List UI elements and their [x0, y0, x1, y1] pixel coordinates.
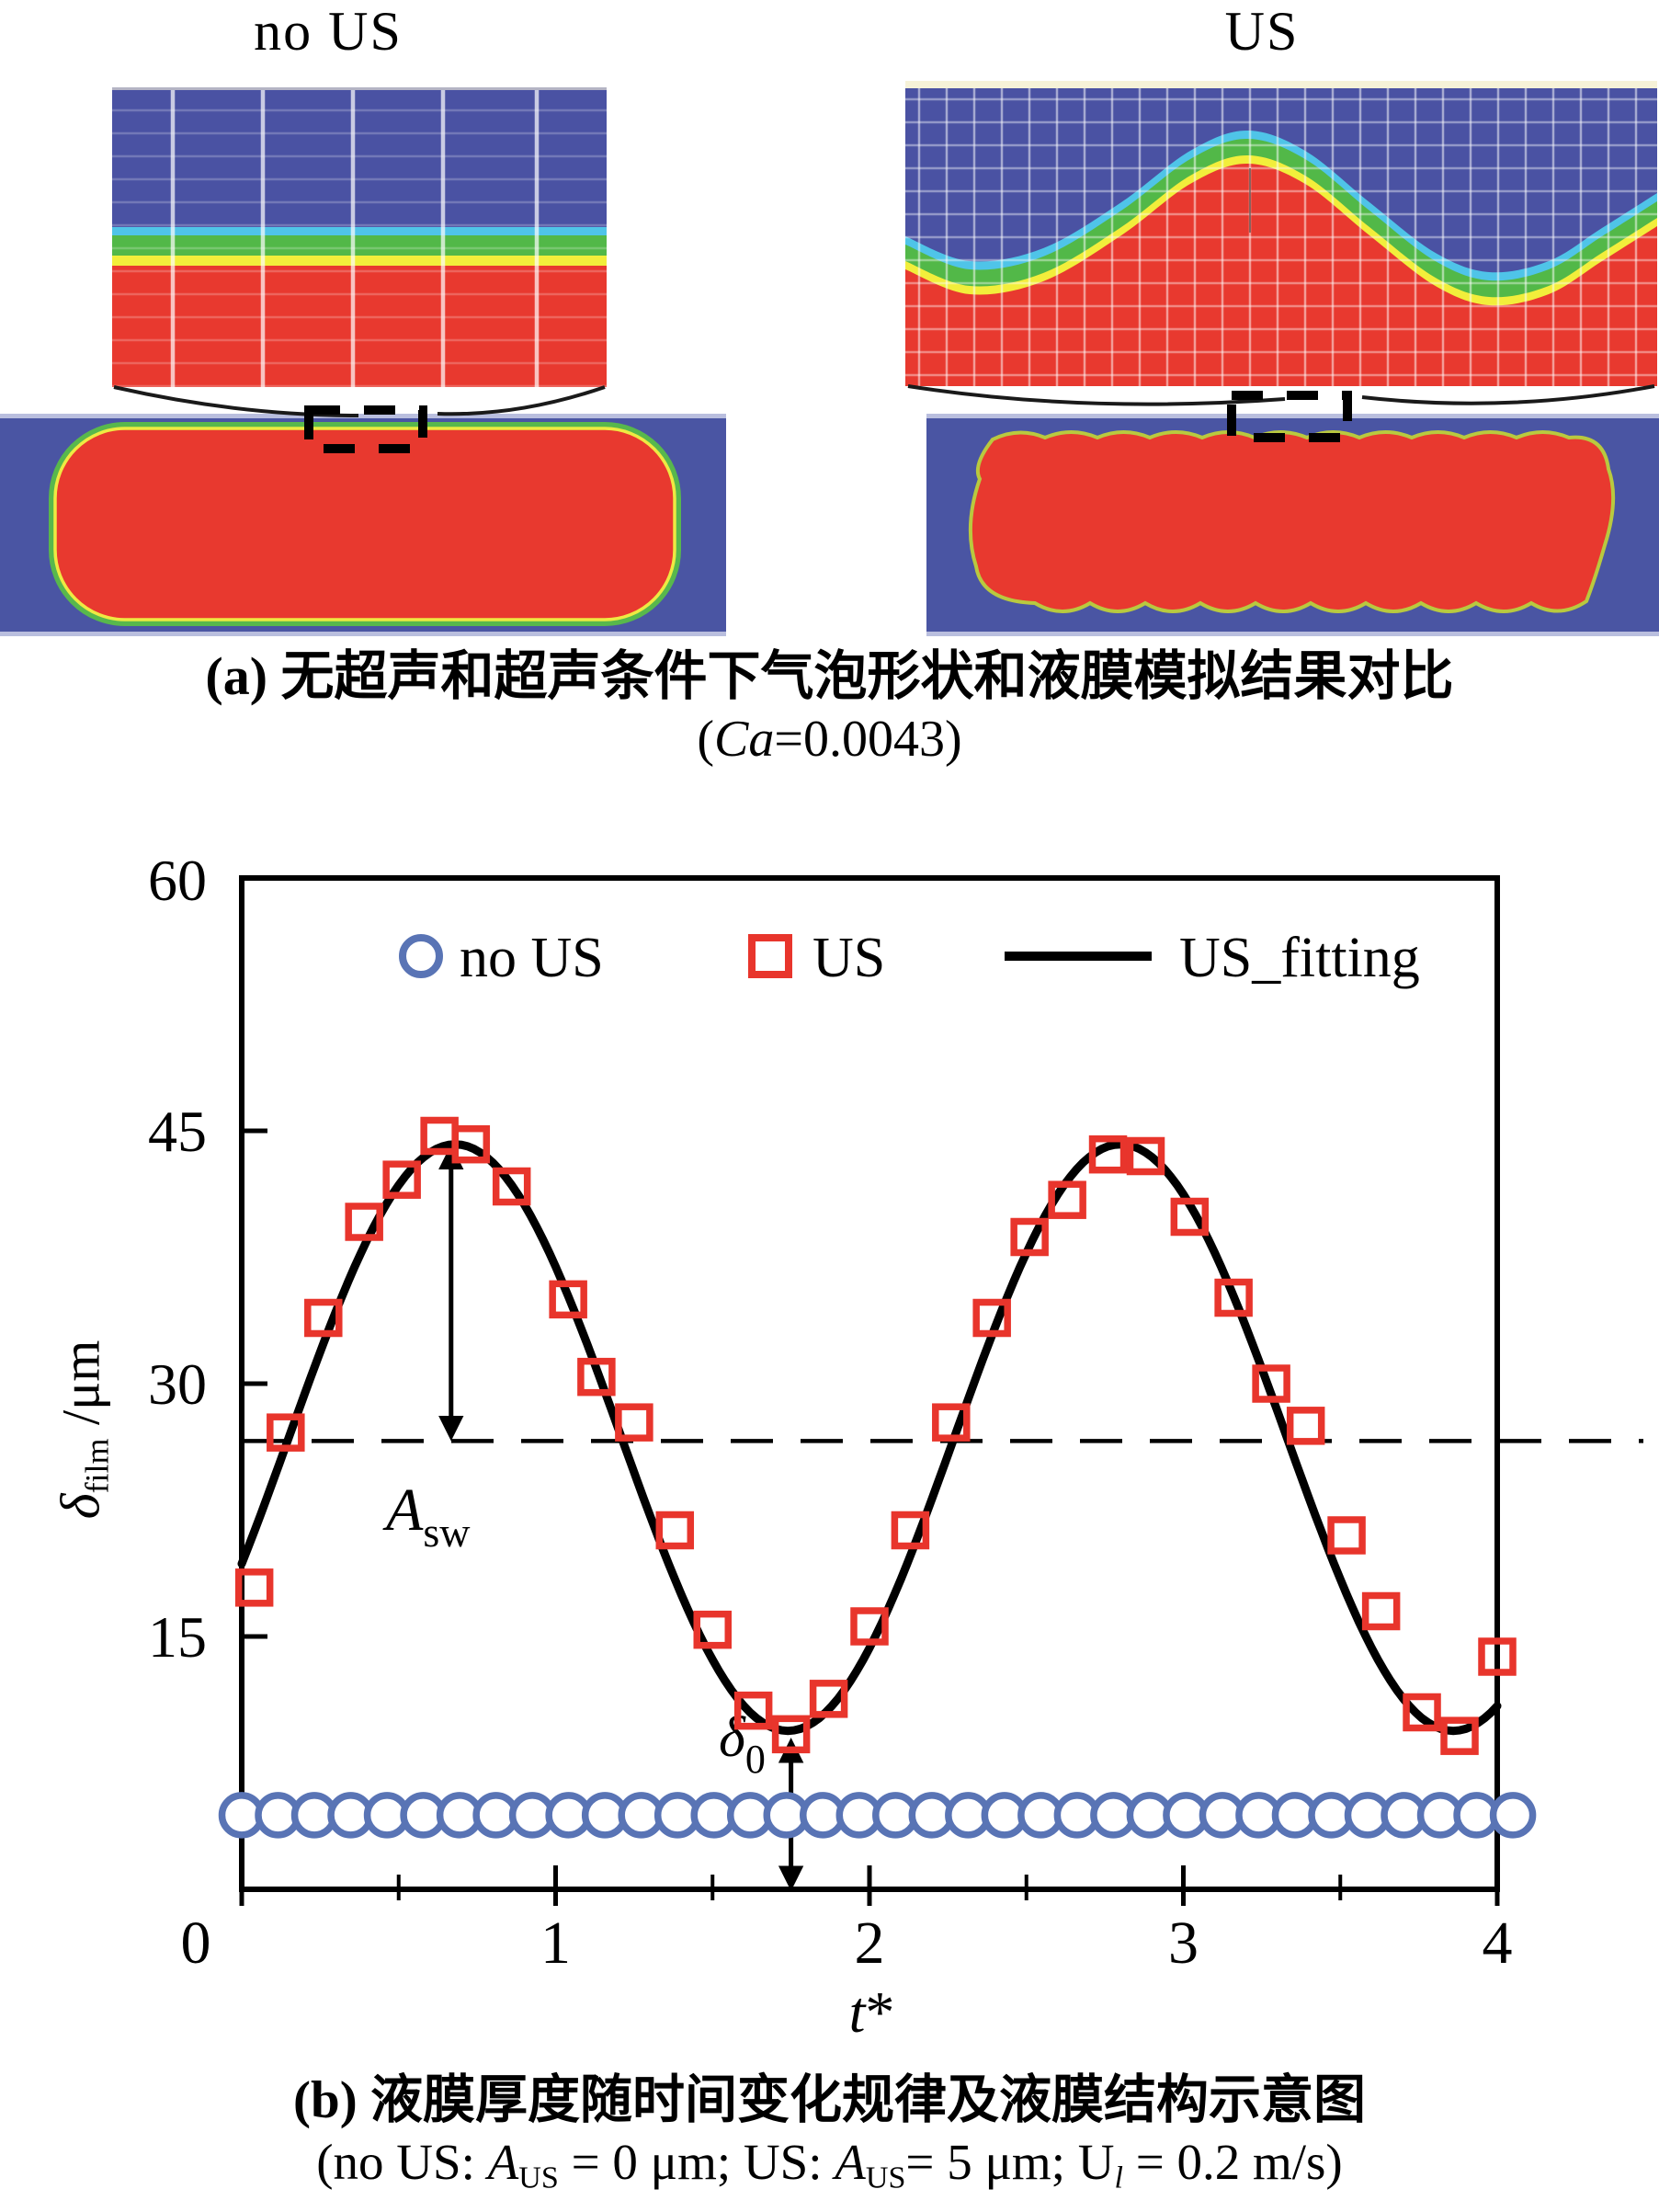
bubble-shape-us-image: [926, 414, 1659, 636]
us-data-point: [1403, 1693, 1441, 1732]
ca-number: =0.0043): [774, 711, 962, 768]
us-data-point: [492, 1167, 531, 1206]
callout-line: [1361, 384, 1655, 405]
A-symbol: A: [835, 2134, 866, 2190]
ca-symbol: Ca: [714, 711, 775, 768]
top-border: [112, 87, 607, 90]
legend-circle-marker: [399, 934, 443, 978]
legend-label-us: US: [812, 927, 885, 989]
us-data-point: [1170, 1197, 1210, 1237]
caption-a: (a) 无超声和超声条件下气泡形状和液膜模拟结果对比: [205, 646, 1454, 706]
y-tick-label: 30: [148, 1351, 207, 1417]
interface-green-band: [112, 235, 607, 256]
interface-layer: [905, 164, 1657, 386]
us-data-point: [932, 1403, 971, 1442]
us-data-point: [809, 1680, 848, 1718]
US-subscript: US: [865, 2161, 906, 2195]
us-data-point: [1214, 1278, 1253, 1317]
us-data-point: [1088, 1135, 1128, 1174]
us-data-point: [615, 1403, 653, 1442]
us-data-point: [972, 1298, 1011, 1338]
us-data-point: [267, 1413, 305, 1452]
panel-title-us: US: [1224, 1, 1300, 62]
legend-label-us-fitting: US_fitting: [1179, 927, 1420, 989]
us-data-point: [1286, 1407, 1325, 1445]
us-data-point: [850, 1607, 889, 1646]
callout-line: [437, 385, 606, 416]
no-us-data-point: [1489, 1792, 1537, 1839]
us-data-point: [1440, 1716, 1479, 1755]
y-tick-label: 60: [148, 855, 207, 913]
us-data-point: [1327, 1516, 1366, 1555]
bubble-body-wavy: [968, 430, 1616, 613]
wall-top: [926, 414, 1659, 418]
liquid-region: [112, 266, 607, 387]
t-symbol: t: [848, 1979, 866, 2045]
legend-label-no-us: no US: [460, 927, 604, 989]
simulation-film-us-image: [905, 81, 1657, 386]
us-data-point: [1478, 1637, 1517, 1676]
callout-line: [113, 385, 359, 417]
us-data-point: [549, 1280, 587, 1319]
us-data-point: [733, 1691, 773, 1730]
cond-text: = 0 μm; US:: [558, 2134, 835, 2190]
cond-text: = 0.2 m/s): [1122, 2134, 1343, 2190]
us-data-point: [693, 1610, 732, 1649]
zoom-box-dashed: [304, 405, 427, 453]
wall-bottom: [926, 632, 1659, 636]
us-data-point: [234, 1568, 274, 1607]
cond-text: = 5 μm; U: [905, 2134, 1115, 2190]
callout-line: [907, 384, 1286, 406]
x-tick-label: 0: [181, 1910, 211, 1977]
delta0-subscript: 0: [745, 1737, 766, 1782]
x-tick-label: 4: [1483, 1910, 1513, 1977]
us-data-point: [304, 1298, 343, 1338]
us-data-point: [382, 1160, 421, 1199]
us-data-point: [1361, 1591, 1401, 1631]
A-symbol: A: [487, 2134, 519, 2190]
wall-bottom: [0, 632, 726, 636]
us-data-point: [1048, 1180, 1086, 1219]
caption-a-ca-value: (Ca=0.0043): [0, 710, 1659, 769]
top-border: [905, 81, 1657, 88]
us-data-point: [891, 1511, 930, 1550]
bubble-shape-no-us-image: [0, 414, 726, 636]
l-subscript: l: [1114, 2161, 1123, 2195]
a-sw-label: Asw: [382, 1477, 471, 1556]
x-tick-label: 1: [540, 1910, 571, 1977]
bubble-body: [53, 427, 676, 621]
us-data-point: [771, 1715, 811, 1754]
x-tick-label: 3: [1168, 1910, 1199, 1977]
zoom-callout-overlay: [113, 384, 1655, 453]
panel-title-no-us: no US: [254, 1, 403, 62]
us-data-point: [451, 1124, 491, 1164]
x-tick-label: 2: [855, 1910, 885, 1977]
ca-paren: (: [697, 711, 715, 768]
US-subscript: US: [518, 2161, 559, 2195]
a-sw-subscript: sw: [423, 1509, 471, 1556]
simulation-film-no-us-image: [112, 87, 607, 387]
cond-text: (no US:: [316, 2134, 488, 2190]
caption-b-conditions: (no US: AUS = 0 μm; US: AUS= 5 μm; Ul = …: [0, 2133, 1659, 2196]
y-tick-label: 45: [148, 1099, 207, 1164]
us-data-point: [577, 1357, 616, 1397]
plot-box: [239, 875, 1500, 1892]
us-data-point: [1252, 1364, 1290, 1403]
us-data-point: [1010, 1217, 1049, 1257]
y-tick-label: 15: [148, 1604, 207, 1670]
zoom-box-dashed: [1227, 391, 1352, 442]
us-data-point: [1126, 1136, 1165, 1176]
legend-square-marker: [748, 934, 792, 978]
us-data-point: [345, 1203, 383, 1241]
interface-yellow-band: [112, 256, 607, 266]
us-data-point: [655, 1511, 695, 1550]
caption-b: (b) 液膜厚度随时间变化规律及液膜结构示意图: [293, 2071, 1366, 2129]
interface-cyan-band: [112, 227, 607, 235]
x-axis-title: t*: [0, 1978, 1659, 2047]
star-symbol: *: [865, 1979, 895, 2045]
wall-top: [0, 414, 726, 418]
bubble-outline-green: [49, 422, 681, 626]
